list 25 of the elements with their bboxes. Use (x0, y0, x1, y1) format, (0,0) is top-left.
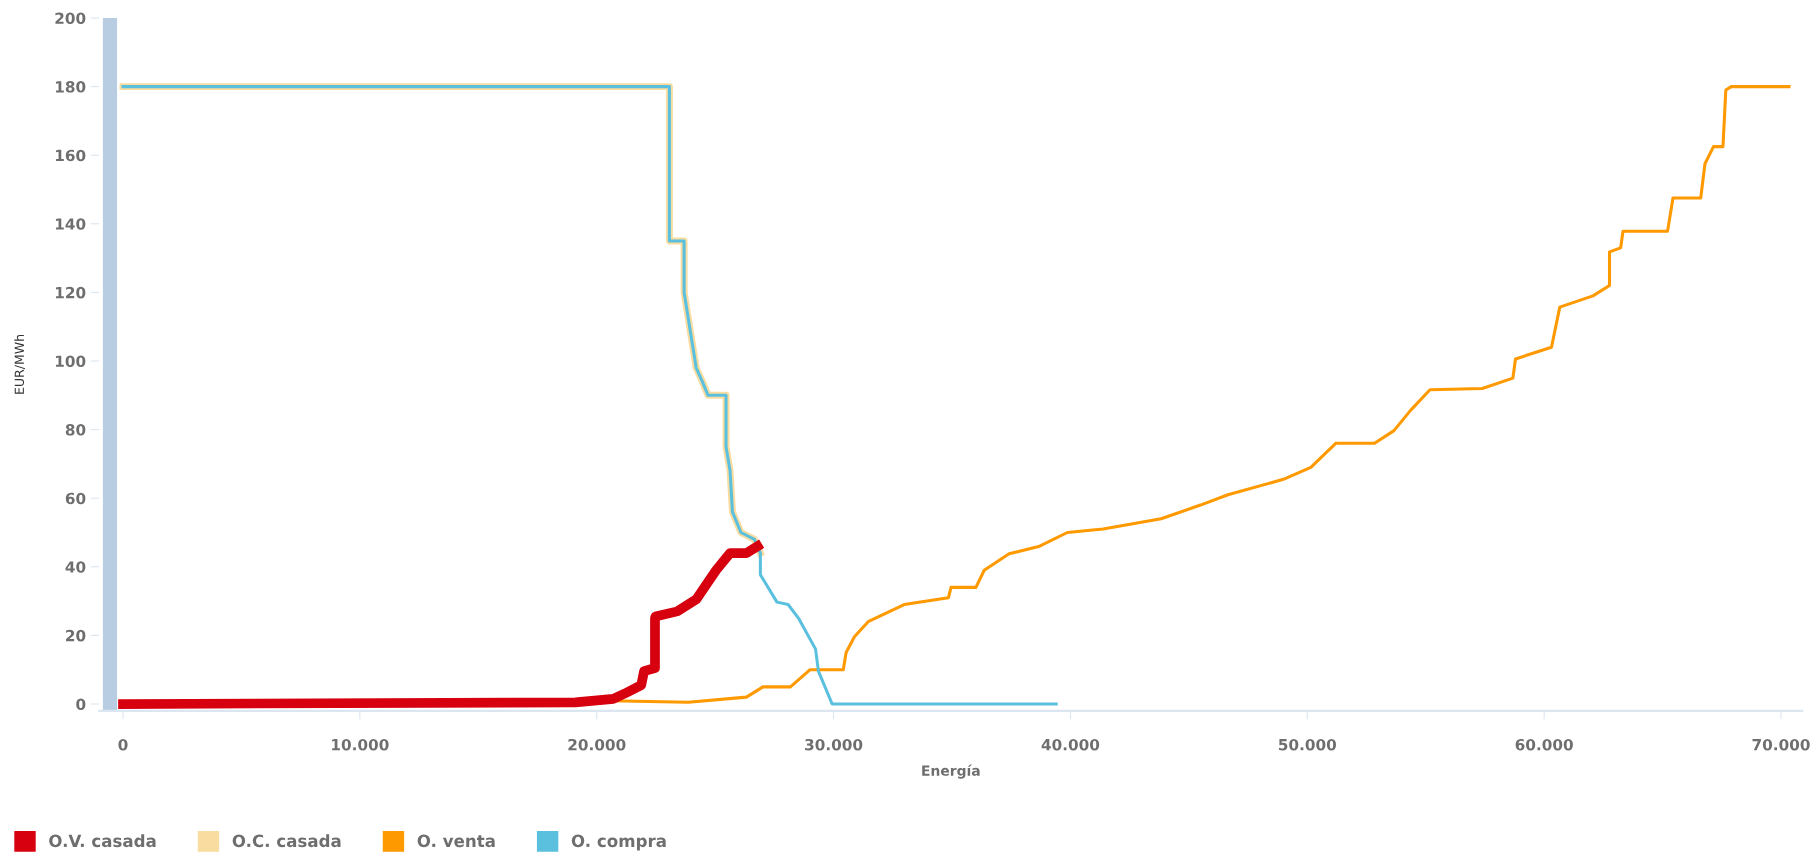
x-tick-label: 20.000 (568, 738, 626, 751)
y-tick-label: 200 (55, 12, 86, 25)
x-tick-label: 30.000 (805, 738, 863, 751)
x-tick-label: 60.000 (1515, 738, 1573, 751)
legend-label: O. venta (417, 834, 495, 848)
x-tick-label: 40.000 (1041, 738, 1100, 751)
x-tick-label: 10.000 (332, 738, 389, 751)
y-tick-label: 120 (55, 286, 86, 299)
y-tick-label: 60 (65, 492, 86, 505)
x-tick-label: 70.000 (1752, 738, 1810, 751)
y-tick-label: 20 (66, 629, 86, 642)
legend-label: O. compra (571, 834, 666, 851)
y-tick-label: 40 (65, 561, 86, 573)
legend-label: O.C. casada (232, 834, 341, 848)
y-tick-label: 180 (55, 81, 86, 93)
y-axis-title: EUR/MWh (14, 334, 26, 394)
y-tick-label: 100 (55, 355, 86, 368)
x-axis-title: Energía (922, 764, 980, 779)
legend-label: O.V. casada (49, 834, 156, 848)
x-tick-label: 0 (118, 738, 128, 751)
y-tick-label: 80 (65, 424, 86, 436)
y-tick-label: 140 (55, 218, 86, 230)
y-tick-label: 0 (76, 698, 86, 711)
x-tick-label: 50.000 (1278, 738, 1337, 751)
y-tick-label: 160 (55, 149, 86, 162)
